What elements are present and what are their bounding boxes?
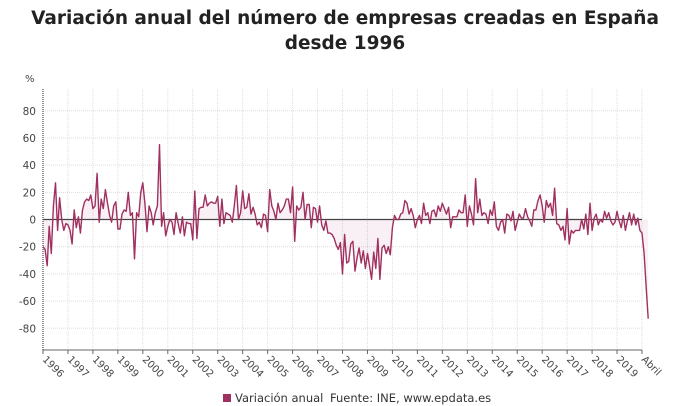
legend-item: Variación anual xyxy=(223,391,323,405)
x-tick-label: 1997 xyxy=(65,354,91,380)
x-tick-label: 2011 xyxy=(414,354,440,380)
x-tick-label: 2000 xyxy=(140,354,166,380)
x-tick-label: 2018 xyxy=(589,354,615,380)
y-tick-label: 80 xyxy=(23,106,36,118)
y-axis: 80 60 40 20 0 -20 -40 -60 -80 xyxy=(19,89,44,350)
y-axis-unit-label: % xyxy=(25,74,35,85)
y-tick-label: 20 xyxy=(23,187,36,199)
x-tick-label: 2014 xyxy=(489,354,515,380)
x-tick-label: 2004 xyxy=(240,354,266,380)
x-tick-label: 2016 xyxy=(539,354,565,380)
y-tick-label: -40 xyxy=(19,269,36,281)
series-area-fill xyxy=(43,144,649,319)
x-tick-label: 2005 xyxy=(265,354,291,380)
series-line-variacion-anual xyxy=(42,144,649,319)
x-tick-label: 2015 xyxy=(514,354,540,380)
y-tick-label: -80 xyxy=(19,323,36,335)
x-axis: 1996 1997 1998 1999 2000 2001 2002 2003 2004 2005… xyxy=(40,349,663,380)
x-tick-label: 2003 xyxy=(215,354,241,380)
x-tick-label: 1998 xyxy=(90,354,116,380)
x-tick-label: Abril xyxy=(639,354,663,378)
x-tick-label: 2019 xyxy=(614,354,640,380)
y-tick-label: 0 xyxy=(29,215,36,227)
x-tick-label: 2002 xyxy=(190,354,216,380)
x-tick-label: 1996 xyxy=(40,354,66,380)
x-tick-label: 2010 xyxy=(389,354,415,380)
source-note: Fuente: INE, www.epdata.es xyxy=(330,391,492,405)
legend-label: Variación anual xyxy=(235,391,324,405)
y-tick-label: 60 xyxy=(23,133,36,145)
chart-title: Variación anual del número de empresas c… xyxy=(31,8,659,54)
legend-swatch xyxy=(223,394,231,402)
x-tick-label: 2006 xyxy=(289,354,315,380)
x-tick-label: 1999 xyxy=(115,354,141,380)
x-tick-label: 2012 xyxy=(439,354,465,380)
x-tick-label: 2007 xyxy=(314,354,340,380)
x-tick-label: 2017 xyxy=(564,354,590,380)
y-tick-label: 40 xyxy=(23,160,36,172)
y-tick-label: -20 xyxy=(19,242,36,254)
x-tick-label: 2001 xyxy=(165,354,191,380)
x-tick-label: 2009 xyxy=(364,354,390,380)
x-tick-label: 2013 xyxy=(464,354,490,380)
x-tick-label: 2008 xyxy=(339,354,365,380)
y-tick-label: -60 xyxy=(19,296,36,308)
